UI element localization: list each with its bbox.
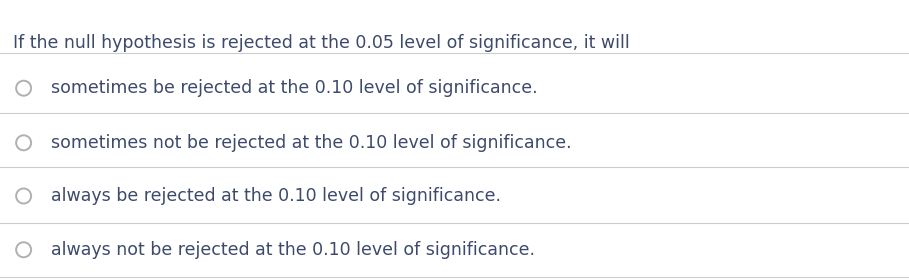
Text: If the null hypothesis is rejected at the 0.05 level of significance, it will: If the null hypothesis is rejected at th… (13, 34, 629, 52)
Text: always not be rejected at the 0.10 level of significance.: always not be rejected at the 0.10 level… (51, 241, 534, 259)
Text: sometimes be rejected at the 0.10 level of significance.: sometimes be rejected at the 0.10 level … (51, 79, 537, 97)
Text: sometimes not be rejected at the 0.10 level of significance.: sometimes not be rejected at the 0.10 le… (51, 134, 572, 152)
Text: always be rejected at the 0.10 level of significance.: always be rejected at the 0.10 level of … (51, 187, 501, 205)
